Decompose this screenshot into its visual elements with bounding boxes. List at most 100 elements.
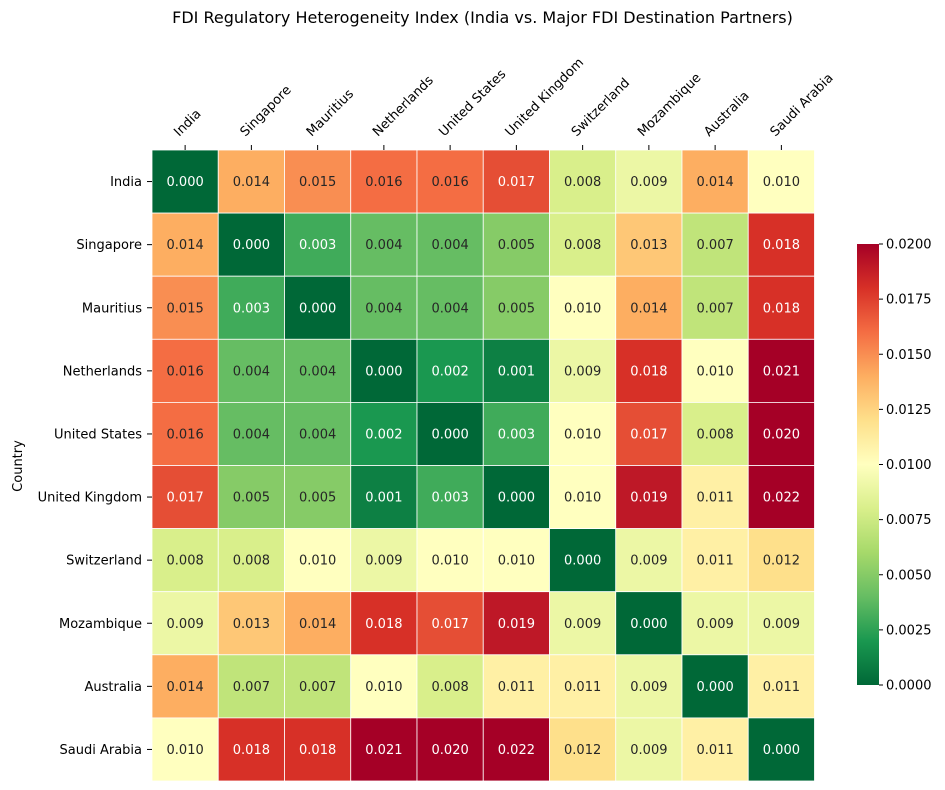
- cell-value-label: 0.000: [498, 491, 535, 506]
- cell-value-label: 0.018: [365, 617, 402, 632]
- heatmap-cell: [549, 275, 617, 340]
- x-tick-label: Mozambique: [635, 71, 704, 140]
- cell-value-label: 0.011: [697, 743, 734, 758]
- cell-value-label: 0.000: [167, 175, 204, 190]
- heatmap-cell: [217, 591, 285, 656]
- heatmap-cell: [217, 212, 285, 277]
- heatmap-cell: [217, 465, 285, 529]
- cell-value-label: 0.011: [498, 680, 535, 695]
- cell-value-label: 0.020: [763, 427, 800, 442]
- heatmap-cell: [482, 149, 550, 214]
- cell-value-label: 0.017: [167, 491, 204, 506]
- heatmap-cell: [747, 338, 815, 403]
- y-tick-label: Singapore: [76, 238, 142, 253]
- heatmap-cell: [681, 654, 749, 719]
- cell-value-label: 0.001: [498, 364, 535, 379]
- cell-value-label: 0.016: [167, 364, 204, 379]
- cell-value-label: 0.004: [299, 427, 336, 442]
- cell-value-label: 0.008: [432, 680, 469, 695]
- heatmap-cell: [681, 528, 749, 593]
- cell-value-label: 0.004: [365, 301, 402, 316]
- heatmap-cell: [549, 338, 617, 403]
- x-tick-label: Mauritius: [304, 87, 357, 140]
- cell-value-label: 0.009: [763, 617, 800, 632]
- heatmap-cell: [615, 401, 683, 466]
- cell-value-label: 0.012: [763, 554, 800, 569]
- cell-value-label: 0.011: [763, 680, 800, 695]
- heatmap-cell: [615, 591, 683, 656]
- x-tick-label: Saudi Arabia: [768, 71, 837, 140]
- heatmap-cell: [615, 212, 683, 277]
- y-tick-label: United States: [54, 427, 142, 442]
- heatmap-cell: [549, 528, 617, 593]
- cell-value-label: 0.020: [432, 743, 469, 758]
- cell-value-label: 0.014: [299, 617, 336, 632]
- heatmap-cell: [615, 275, 683, 340]
- heatmap-cell: [416, 275, 484, 340]
- cell-value-label: 0.014: [167, 680, 204, 695]
- cell-value-label: 0.010: [365, 680, 402, 695]
- colorbar-tick-label: 0.0100: [886, 458, 932, 473]
- cell-value-label: 0.000: [432, 427, 469, 442]
- cell-value-label: 0.008: [564, 238, 601, 253]
- cell-value-label: 0.019: [630, 491, 667, 506]
- heatmap-cell: [416, 212, 484, 277]
- heatmap-cell: [217, 717, 285, 782]
- cell-value-label: 0.009: [630, 554, 667, 569]
- x-tick-label: India: [171, 107, 204, 140]
- cell-value-label: 0.018: [233, 743, 270, 758]
- heatmap-cell: [549, 149, 617, 214]
- cell-value-label: 0.000: [697, 680, 734, 695]
- heatmap-cell: [482, 591, 550, 656]
- cell-value-label: 0.000: [365, 364, 402, 379]
- colorbar-tick-label: 0.0025: [886, 623, 932, 638]
- cell-value-label: 0.010: [564, 301, 601, 316]
- cell-value-label: 0.003: [498, 427, 535, 442]
- heatmap-cell: [350, 212, 418, 277]
- cell-value-label: 0.021: [365, 743, 402, 758]
- cell-value-label: 0.008: [167, 554, 204, 569]
- cell-value-label: 0.002: [432, 364, 469, 379]
- heatmap-cell: [151, 528, 219, 593]
- cell-value-label: 0.009: [564, 617, 601, 632]
- cell-value-label: 0.004: [432, 238, 469, 253]
- x-tick-label: Singapore: [238, 83, 295, 140]
- heatmap-cell: [681, 717, 749, 782]
- colorbar-tick-label: 0.0075: [886, 513, 932, 528]
- cell-value-label: 0.000: [630, 617, 667, 632]
- heatmap-cell: [482, 465, 550, 529]
- cell-value-label: 0.009: [697, 617, 734, 632]
- cell-value-label: 0.008: [564, 175, 601, 190]
- cell-value-label: 0.012: [564, 743, 601, 758]
- heatmap-cell: [416, 654, 484, 719]
- cell-value-label: 0.013: [630, 238, 667, 253]
- cell-value-label: 0.017: [630, 427, 667, 442]
- y-tick-label: Mozambique: [59, 617, 142, 632]
- x-tick-label: Netherlands: [370, 73, 437, 140]
- heatmap-cell: [217, 338, 285, 403]
- heatmap-cell: [350, 528, 418, 593]
- cell-value-label: 0.011: [697, 491, 734, 506]
- cell-value-label: 0.004: [233, 364, 270, 379]
- cell-value-label: 0.008: [697, 427, 734, 442]
- cell-value-label: 0.018: [630, 364, 667, 379]
- x-tick-label: Australia: [701, 89, 752, 140]
- cell-value-label: 0.018: [763, 238, 800, 253]
- heatmap-cell: [217, 275, 285, 340]
- cell-value-label: 0.011: [564, 680, 601, 695]
- heatmap-cell: [615, 338, 683, 403]
- heatmap-cell: [747, 591, 815, 656]
- cell-value-label: 0.016: [167, 427, 204, 442]
- y-tick-label: Mauritius: [82, 301, 142, 316]
- heatmap-cell: [615, 717, 683, 782]
- y-tick-label: United Kingdom: [38, 491, 142, 506]
- colorbar-tick-label: 0.0000: [886, 679, 932, 694]
- y-tick-label: India: [110, 175, 142, 190]
- heatmap-cell: [284, 212, 352, 277]
- cell-value-label: 0.003: [233, 301, 270, 316]
- cell-value-label: 0.010: [432, 554, 469, 569]
- cell-value-label: 0.014: [167, 238, 204, 253]
- heatmap-cell: [416, 591, 484, 656]
- cell-value-label: 0.009: [630, 680, 667, 695]
- y-tick-label: Saudi Arabia: [60, 743, 143, 758]
